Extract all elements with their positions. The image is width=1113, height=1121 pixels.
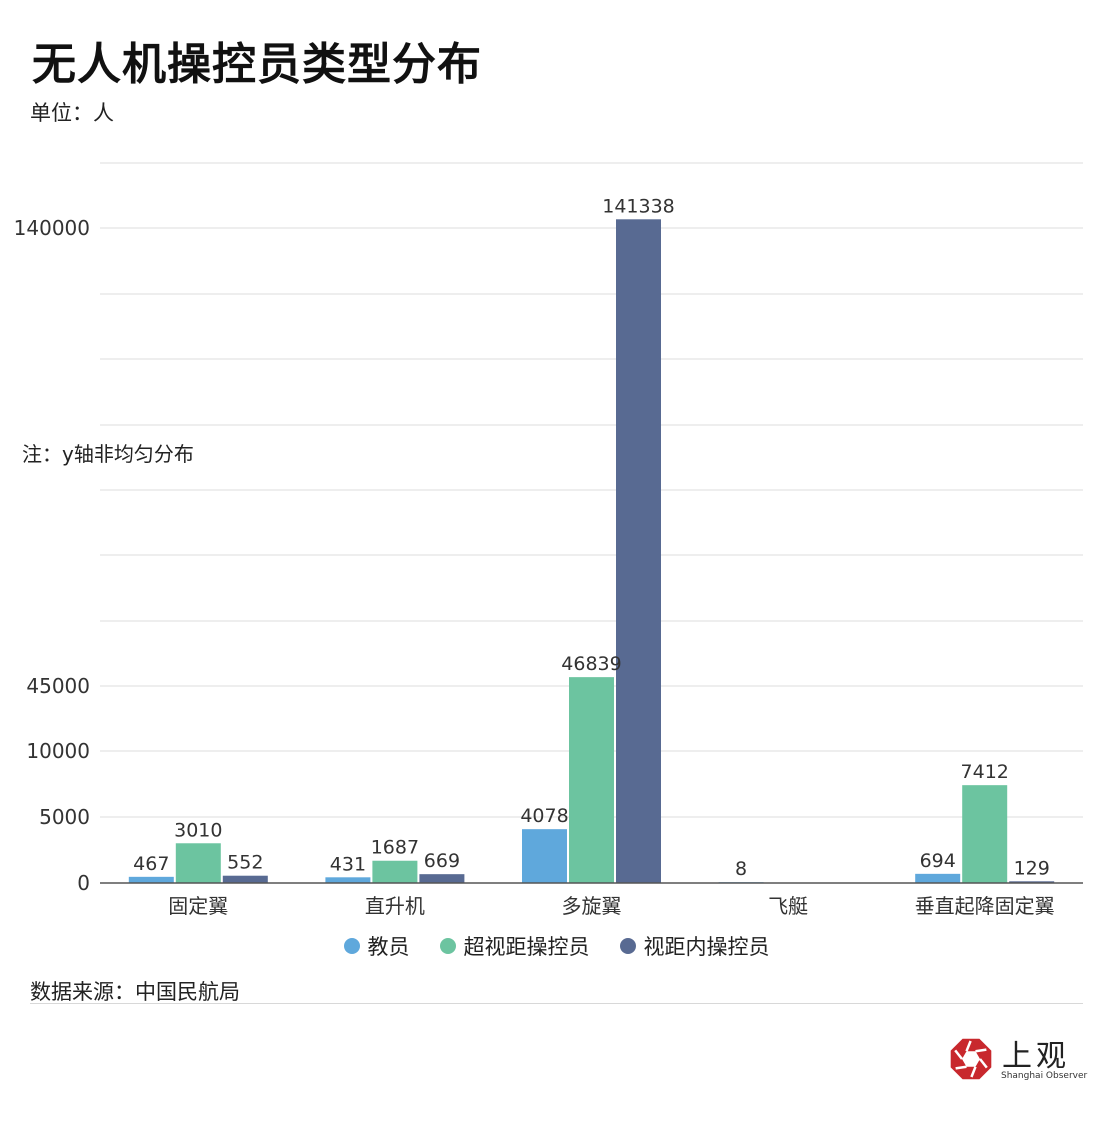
bar-value-label: 141338 <box>602 195 675 217</box>
y-tick-label: 5000 <box>39 805 90 829</box>
y-tick-label: 10000 <box>26 739 90 763</box>
bar-value-label: 669 <box>424 850 460 872</box>
bar-value-label: 467 <box>133 853 169 875</box>
x-tick-label: 直升机 <box>365 894 425 918</box>
x-tick-label: 多旋翼 <box>562 894 622 918</box>
unit-label: 单位：人 <box>30 101 114 125</box>
legend-item: 教员 <box>343 931 410 961</box>
bar-value-label: 7412 <box>961 761 1009 783</box>
bar <box>616 219 661 884</box>
legend-label: 超视距操控员 <box>463 935 590 959</box>
chart-title: 无人机操控员类型分布 <box>32 39 482 90</box>
x-tick-label: 固定翼 <box>168 894 228 918</box>
logo-subtitle: Shanghai Observer <box>1001 1071 1088 1081</box>
legend-label: 视距内操控员 <box>643 935 770 959</box>
legend: 教员 超视距操控员 视距内操控员 <box>0 931 1113 961</box>
bar <box>372 860 418 883</box>
source-divider <box>30 1003 1083 1004</box>
bar-value-label: 129 <box>1014 857 1050 879</box>
y-tick-label: 0 <box>77 871 90 895</box>
legend-item: 视距内操控员 <box>619 931 770 961</box>
axis-note: 注：y轴非均匀分布 <box>22 438 200 467</box>
bar <box>222 875 268 883</box>
legend-dot-icon <box>619 938 636 954</box>
bar <box>128 876 174 883</box>
logo-name: 上观 <box>1002 1039 1070 1074</box>
bar-value-label: 694 <box>920 850 956 872</box>
legend-dot-icon <box>439 938 456 954</box>
legend-label: 教员 <box>367 935 410 959</box>
x-tick-label: 飞艇 <box>768 894 808 918</box>
source-label: 数据来源：中国民航局 <box>30 980 240 1004</box>
shanghai-observer-logo-icon <box>950 1038 992 1080</box>
bar <box>175 843 221 883</box>
bar-value-label: 8 <box>735 858 747 880</box>
bar-value-label: 1687 <box>371 837 419 859</box>
bar <box>1009 881 1055 883</box>
bar <box>569 677 614 883</box>
x-tick-label: 垂直起降固定翼 <box>915 894 1055 918</box>
bar-value-label: 552 <box>227 852 263 874</box>
bar-value-label: 46839 <box>561 653 621 675</box>
bar-value-label: 431 <box>330 853 366 875</box>
bar <box>962 785 1008 883</box>
y-tick-label: 140000 <box>14 216 90 240</box>
bar <box>915 873 961 883</box>
bar-value-label: 4078 <box>520 805 568 827</box>
bar <box>419 874 465 883</box>
bar-value-label: 3010 <box>174 819 222 841</box>
legend-item: 超视距操控员 <box>439 931 590 961</box>
bar <box>522 829 567 883</box>
legend-dot-icon <box>343 938 360 954</box>
y-tick-label: 45000 <box>26 674 90 698</box>
bar <box>325 877 371 883</box>
